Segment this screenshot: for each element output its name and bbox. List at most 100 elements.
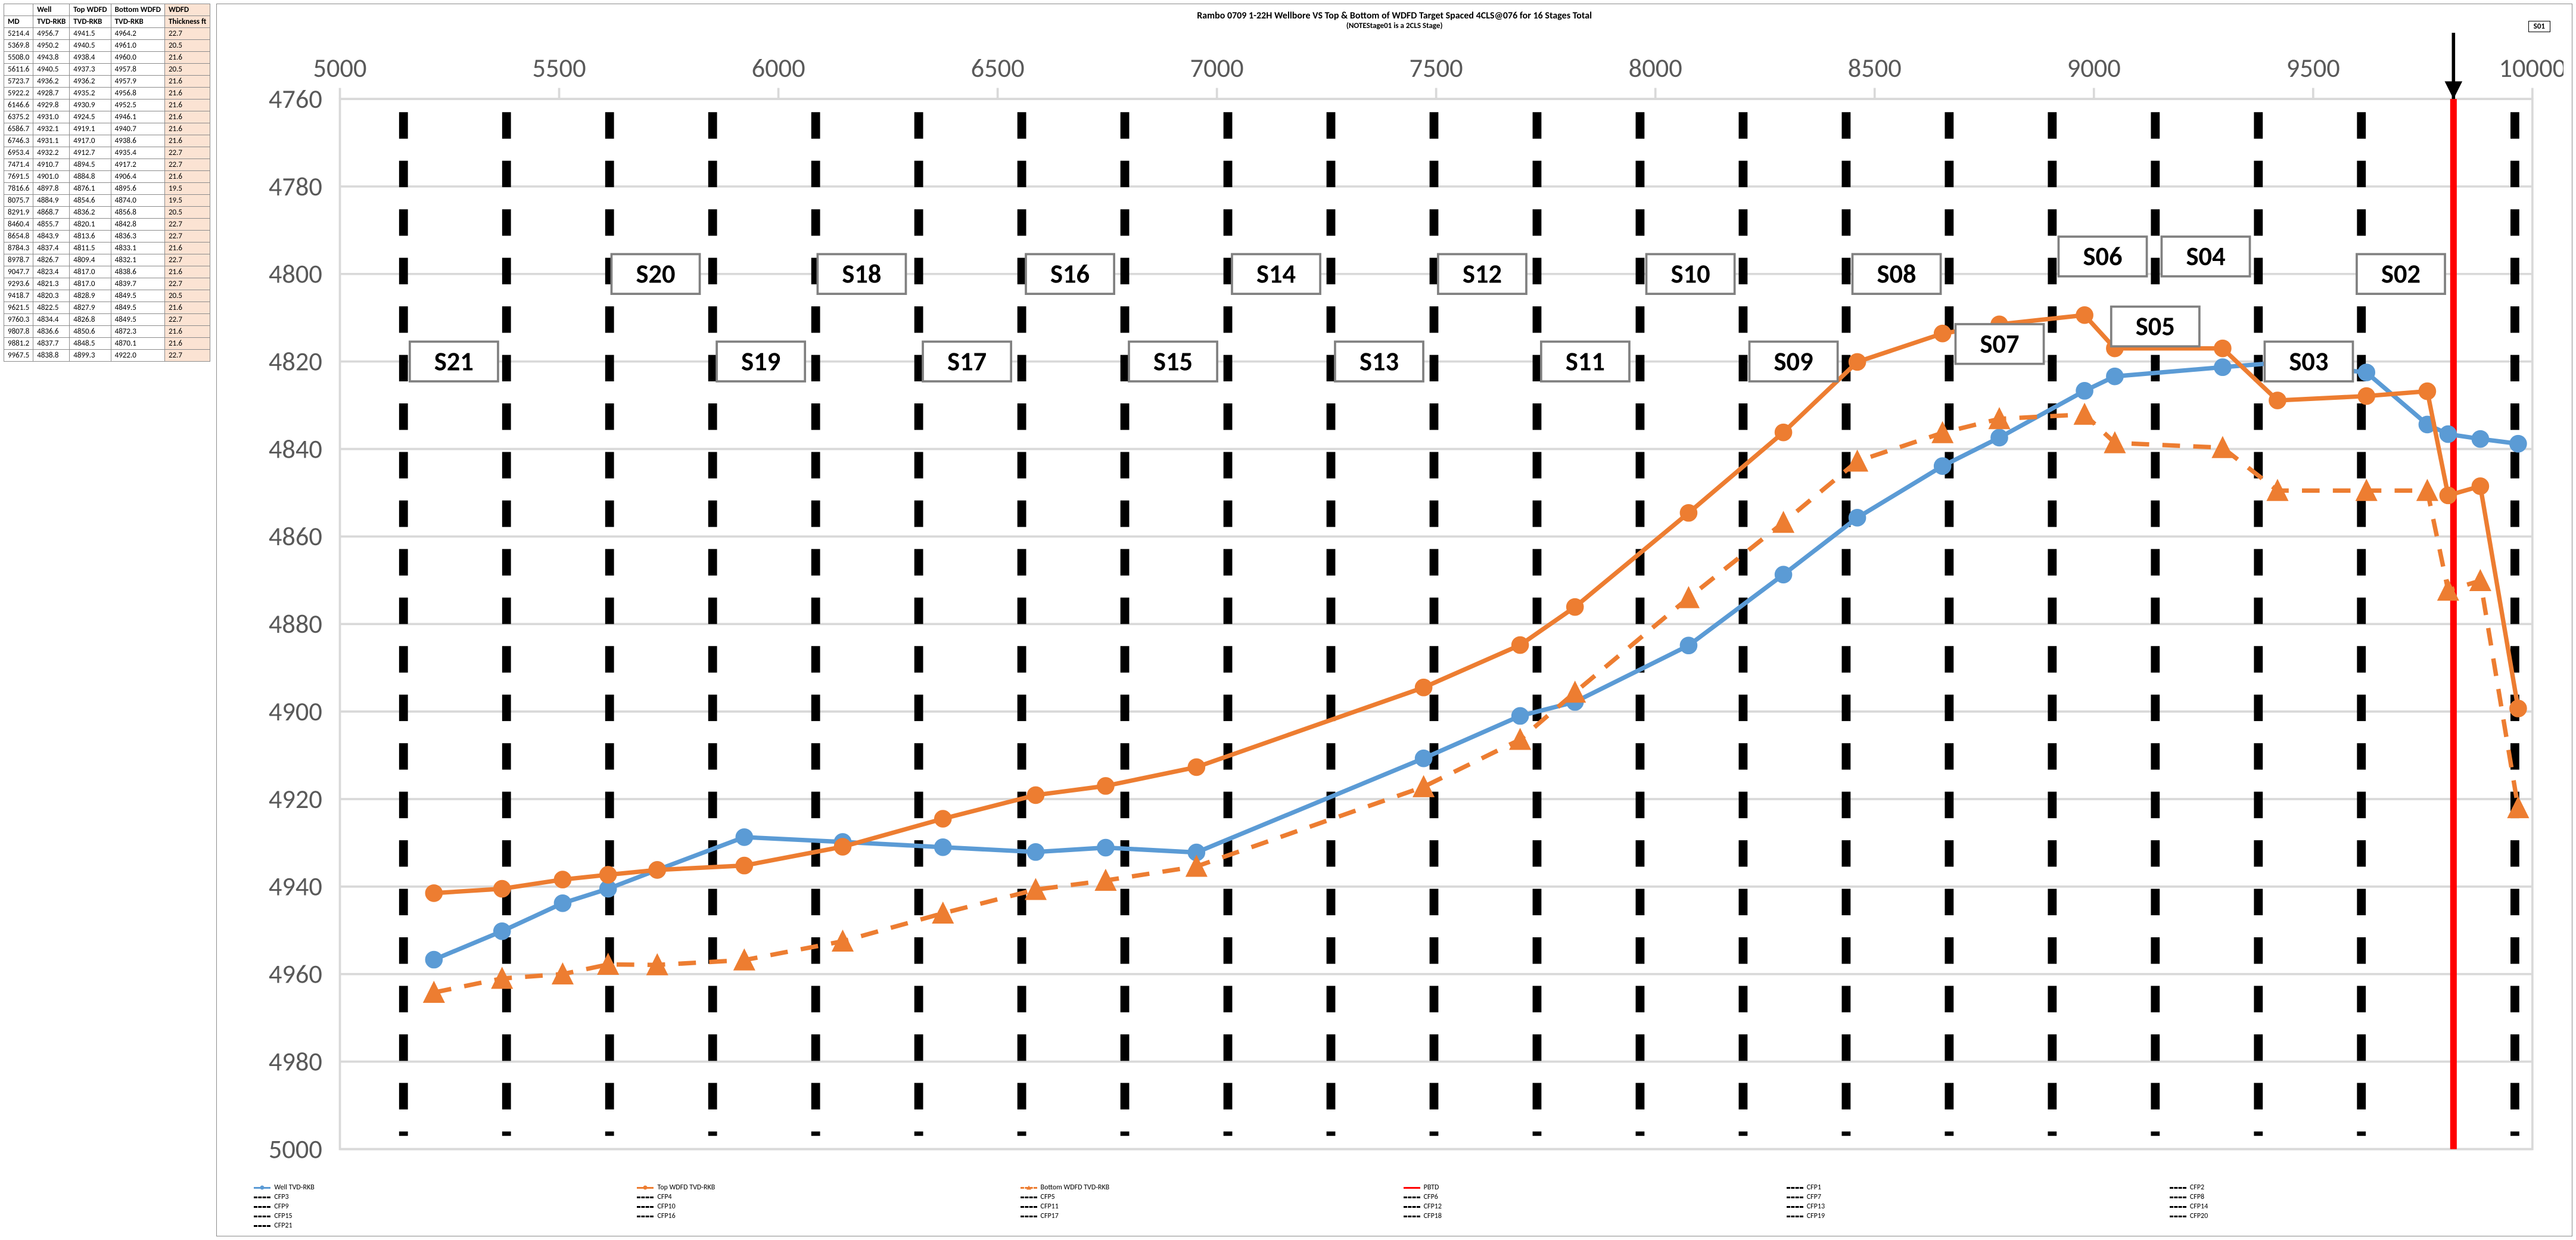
xtick-label: 9500	[2286, 52, 2340, 84]
table-cell: 4940.7	[111, 123, 164, 135]
table-cell: 4838.8	[33, 350, 70, 362]
series-marker	[737, 829, 752, 845]
table-row: 5611.64940.54937.34957.820.5	[4, 64, 210, 76]
legend-swatch	[1021, 1202, 1037, 1211]
table-row: 6586.74932.14919.14940.721.6	[4, 123, 210, 135]
series-marker	[1098, 840, 1113, 856]
table-cell: 7691.5	[4, 171, 33, 183]
table-cell: 21.6	[164, 76, 210, 88]
table-cell: 21.6	[164, 100, 210, 111]
table-cell: 4884.8	[70, 171, 111, 183]
table-cell: 9807.8	[4, 326, 33, 338]
legend-label: CFP15	[274, 1212, 292, 1220]
legend-label: PBTD	[1424, 1183, 1439, 1192]
table-cell: 4884.9	[33, 195, 70, 207]
table-cell: 9621.5	[4, 302, 33, 314]
legend-label: CFP1	[1807, 1183, 1821, 1192]
legend-swatch	[254, 1222, 270, 1230]
legend-label: CFP5	[1041, 1193, 1055, 1201]
ytick-label: 5000	[269, 1133, 322, 1165]
table-cell: 4941.5	[70, 28, 111, 40]
table-cell: 4932.1	[33, 123, 70, 135]
table-cell: 4950.2	[33, 40, 70, 52]
series-marker	[1028, 844, 1044, 860]
series-marker	[935, 840, 951, 855]
data-table: WellTop WDFDBottom WDFDWDFD MDTVD-RKBTVD…	[4, 4, 210, 1236]
legend-swatch	[2170, 1212, 2186, 1220]
series-marker	[1513, 708, 1528, 724]
series-marker	[2107, 369, 2123, 384]
table-cell: 9418.7	[4, 290, 33, 302]
stage-label: S04	[2186, 240, 2226, 272]
col-header: Well	[33, 4, 70, 16]
table-cell: 4833.1	[111, 243, 164, 254]
table-row: 7691.54901.04884.84906.421.6	[4, 171, 210, 183]
table-cell: 4849.5	[111, 302, 164, 314]
series-marker	[1776, 425, 1791, 440]
table-cell: 4822.5	[33, 302, 70, 314]
table-cell: 4924.5	[70, 111, 111, 123]
table-cell: 20.5	[164, 40, 210, 52]
table-cell: 6146.6	[4, 100, 33, 111]
ytick-label: 4920	[269, 783, 322, 815]
legend-swatch	[2170, 1183, 2186, 1192]
series-marker	[1850, 354, 1865, 369]
table-cell: 8654.8	[4, 231, 33, 243]
legend-item: CFP14	[2170, 1202, 2546, 1211]
table-cell: 4938.4	[70, 52, 111, 64]
table-row: 7816.64897.84876.14895.619.5	[4, 183, 210, 195]
table-cell: 4849.5	[111, 290, 164, 302]
table-row: 9967.54838.84899.34922.022.7	[4, 350, 210, 362]
table-cell: 4872.3	[111, 326, 164, 338]
stage-label: S10	[1671, 258, 1710, 290]
series-marker	[1681, 505, 1697, 521]
ytick-label: 4940	[269, 871, 322, 903]
table-cell: 4928.7	[33, 88, 70, 100]
series-marker	[1850, 510, 1865, 526]
legend-item: CFP13	[1787, 1202, 2163, 1211]
table-cell: 22.7	[164, 314, 210, 326]
table-cell: 9967.5	[4, 350, 33, 362]
legend-swatch	[1787, 1193, 1803, 1201]
series-marker	[1098, 778, 1113, 794]
legend-item: CFP16	[637, 1212, 1013, 1220]
table-cell: 4856.8	[111, 207, 164, 219]
stage-label: S21	[434, 345, 474, 377]
legend-label: CFP18	[1424, 1212, 1442, 1220]
col-subheader: Thickness ft	[164, 16, 210, 28]
table-cell: 4940.5	[70, 40, 111, 52]
legend-label: CFP8	[2190, 1193, 2204, 1201]
table-row: 5723.74936.24936.24957.921.6	[4, 76, 210, 88]
table-cell: 7816.6	[4, 183, 33, 195]
table-cell: 4876.1	[70, 183, 111, 195]
legend-swatch	[1787, 1202, 1803, 1211]
table-row: 8460.44855.74820.14842.822.7	[4, 219, 210, 231]
legend-item: CFP21	[254, 1222, 630, 1230]
legend-item: CFP20	[2170, 1212, 2546, 1220]
legend-item: CFP8	[2170, 1193, 2546, 1201]
table-cell: 6586.7	[4, 123, 33, 135]
legend-item: Top WDFD TVD-RKB	[637, 1183, 1013, 1192]
series-marker	[1416, 680, 1432, 695]
table-cell: 4836.3	[111, 231, 164, 243]
ytick-label: 4900	[269, 695, 322, 728]
table-row: 5508.04943.84938.44960.021.6	[4, 52, 210, 64]
table-row: 9418.74820.34828.94849.520.5	[4, 290, 210, 302]
table-cell: 4938.6	[111, 135, 164, 147]
table-row: 6746.34931.14917.04938.621.6	[4, 135, 210, 147]
table-cell: 4935.4	[111, 147, 164, 159]
xtick-label: 9000	[2067, 52, 2121, 84]
table-row: 6146.64929.84930.94952.521.6	[4, 100, 210, 111]
series-marker	[2077, 383, 2092, 399]
table-cell: 22.7	[164, 350, 210, 362]
table-cell: 5611.6	[4, 64, 33, 76]
ytick-label: 4780	[269, 170, 322, 203]
stage-label: S09	[1774, 345, 1813, 377]
legend-item: CFP1	[1787, 1183, 2163, 1192]
xtick-label: 5000	[313, 52, 367, 84]
series-marker	[427, 952, 442, 968]
legend-label: Bottom WDFD TVD-RKB	[1041, 1183, 1110, 1192]
series-marker	[1189, 759, 1205, 775]
series-marker	[2441, 487, 2456, 503]
stage-label: S18	[842, 258, 882, 290]
